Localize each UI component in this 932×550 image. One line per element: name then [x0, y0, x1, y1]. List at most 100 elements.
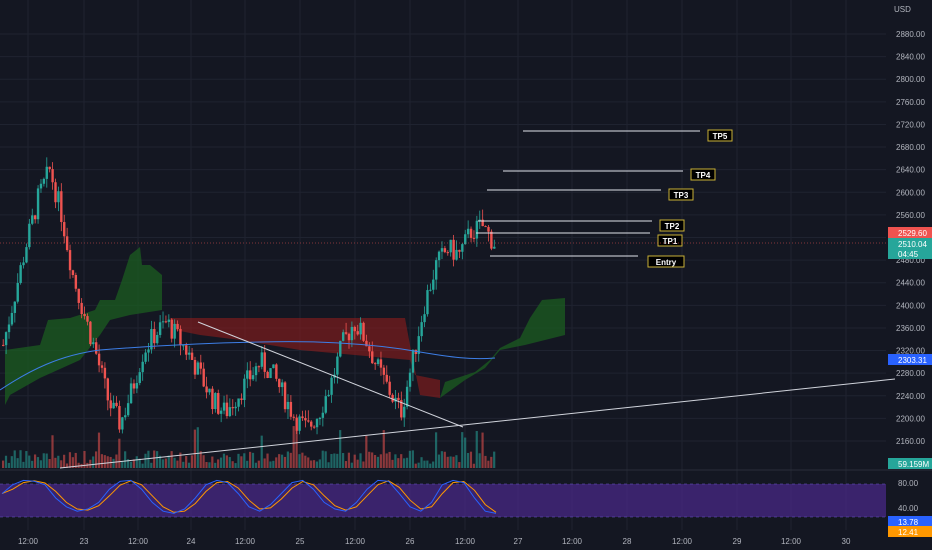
- volume-bar: [150, 462, 153, 468]
- volume-bar: [45, 453, 48, 468]
- volume-bar: [129, 461, 133, 468]
- stoch-tick-label: 80.00: [898, 479, 919, 488]
- candle-body: [92, 342, 95, 345]
- volume-bar: [205, 461, 208, 468]
- target-label: TP5: [713, 132, 728, 141]
- volume-bar: [170, 451, 173, 468]
- candle-body: [315, 419, 319, 428]
- volume-bar: [54, 457, 57, 468]
- volume-bar: [74, 452, 77, 468]
- candle-body: [179, 328, 182, 346]
- candle-body: [469, 228, 473, 238]
- volume-bar: [356, 459, 359, 468]
- volume-bar: [118, 438, 121, 468]
- candle-body: [243, 378, 246, 401]
- candle-body: [310, 421, 313, 427]
- time-tick-label: 26: [406, 537, 415, 546]
- volume-bar: [13, 450, 16, 468]
- price-axis[interactable]: USD 2880.00 2840.00 2800.00 2760.00 2720.00 2…: [888, 5, 932, 537]
- volume-bar: [446, 456, 449, 468]
- candle-body: [368, 346, 371, 352]
- time-tick-label: 12:00: [345, 537, 366, 546]
- volume-bar: [153, 450, 156, 468]
- candle-body: [240, 398, 243, 401]
- volume-bar: [487, 460, 490, 468]
- candle-body: [312, 426, 316, 428]
- volume-bar: [315, 461, 319, 468]
- volume-bar: [400, 454, 403, 468]
- time-tick-label: 12:00: [235, 537, 256, 546]
- candle-body: [455, 249, 458, 260]
- time-tick-label: 29: [733, 537, 742, 546]
- volume-bar: [341, 452, 345, 468]
- target-label-box: [690, 168, 716, 181]
- candle-body: [83, 314, 86, 317]
- candle-body: [31, 215, 34, 224]
- candle-body: [304, 418, 307, 421]
- volume-bar: [7, 462, 11, 468]
- candle-body: [86, 316, 89, 322]
- candle-body: [461, 244, 464, 252]
- volume-bar: [411, 450, 414, 468]
- volume-bar: [327, 462, 330, 468]
- volume-bar: [339, 430, 342, 468]
- volume-bar: [286, 451, 289, 468]
- target-label: TP3: [674, 191, 689, 200]
- candle-body: [466, 228, 470, 235]
- candle-body: [475, 220, 479, 239]
- volume-bar: [182, 461, 185, 468]
- candle-body: [437, 251, 441, 261]
- volume-bar: [318, 459, 321, 468]
- candle-body: [344, 332, 348, 334]
- volume-bar: [432, 461, 435, 468]
- volume-value-badge-bg: [888, 458, 932, 469]
- candle-body: [7, 324, 11, 333]
- volume-bar: [208, 462, 211, 468]
- candle-body: [211, 388, 214, 410]
- candle-body: [94, 342, 98, 354]
- candle-body: [472, 237, 476, 239]
- candle-body: [478, 219, 481, 221]
- candle-body: [446, 252, 449, 254]
- time-axis[interactable]: 12:00 23 12:00 24 12:00 25 12:00 26 12:00 27 12:00…: [18, 537, 851, 546]
- volume-bar: [196, 427, 199, 468]
- candle-body: [321, 412, 325, 418]
- trend-lines[interactable]: [59, 321, 896, 469]
- price-tick-label: 2880.00: [896, 30, 925, 39]
- volume-bar: [240, 456, 243, 468]
- time-tick-label: 12:00: [455, 537, 476, 546]
- volume-bar: [243, 453, 246, 468]
- candle-body: [289, 401, 293, 417]
- candle-body: [173, 323, 176, 339]
- volume-bar: [417, 462, 420, 468]
- candle-body: [487, 226, 490, 232]
- volume-bar: [211, 456, 214, 468]
- candle-body: [420, 322, 423, 337]
- target-lines[interactable]: TP5 TP4 TP3 TP2 TP1 Entry: [0, 129, 886, 268]
- candle-body: [208, 388, 211, 393]
- volume-bar: [452, 456, 455, 468]
- volume-bar: [167, 455, 170, 468]
- candle-body: [231, 407, 234, 409]
- volume-bar: [423, 460, 426, 468]
- volume-bar: [97, 432, 101, 468]
- ma-value-badge: 2303.31: [898, 356, 927, 365]
- time-tick-label: 23: [80, 537, 89, 546]
- candle-body: [219, 410, 223, 414]
- volume-bar: [158, 455, 162, 468]
- volume-bar: [2, 460, 5, 468]
- volume-bar: [344, 461, 348, 468]
- price-tick-label: 2280.00: [896, 369, 925, 378]
- volume-bar: [391, 459, 394, 468]
- candle-body: [385, 374, 388, 382]
- volume-bar: [278, 454, 281, 468]
- volume-bar: [475, 430, 478, 468]
- target-label: Entry: [656, 258, 677, 267]
- currency-label: USD: [894, 5, 911, 14]
- volume-bar: [106, 456, 109, 468]
- candle-body: [225, 402, 229, 417]
- candle-body: [298, 416, 301, 431]
- candle-body: [10, 312, 14, 325]
- candle-body: [167, 319, 171, 322]
